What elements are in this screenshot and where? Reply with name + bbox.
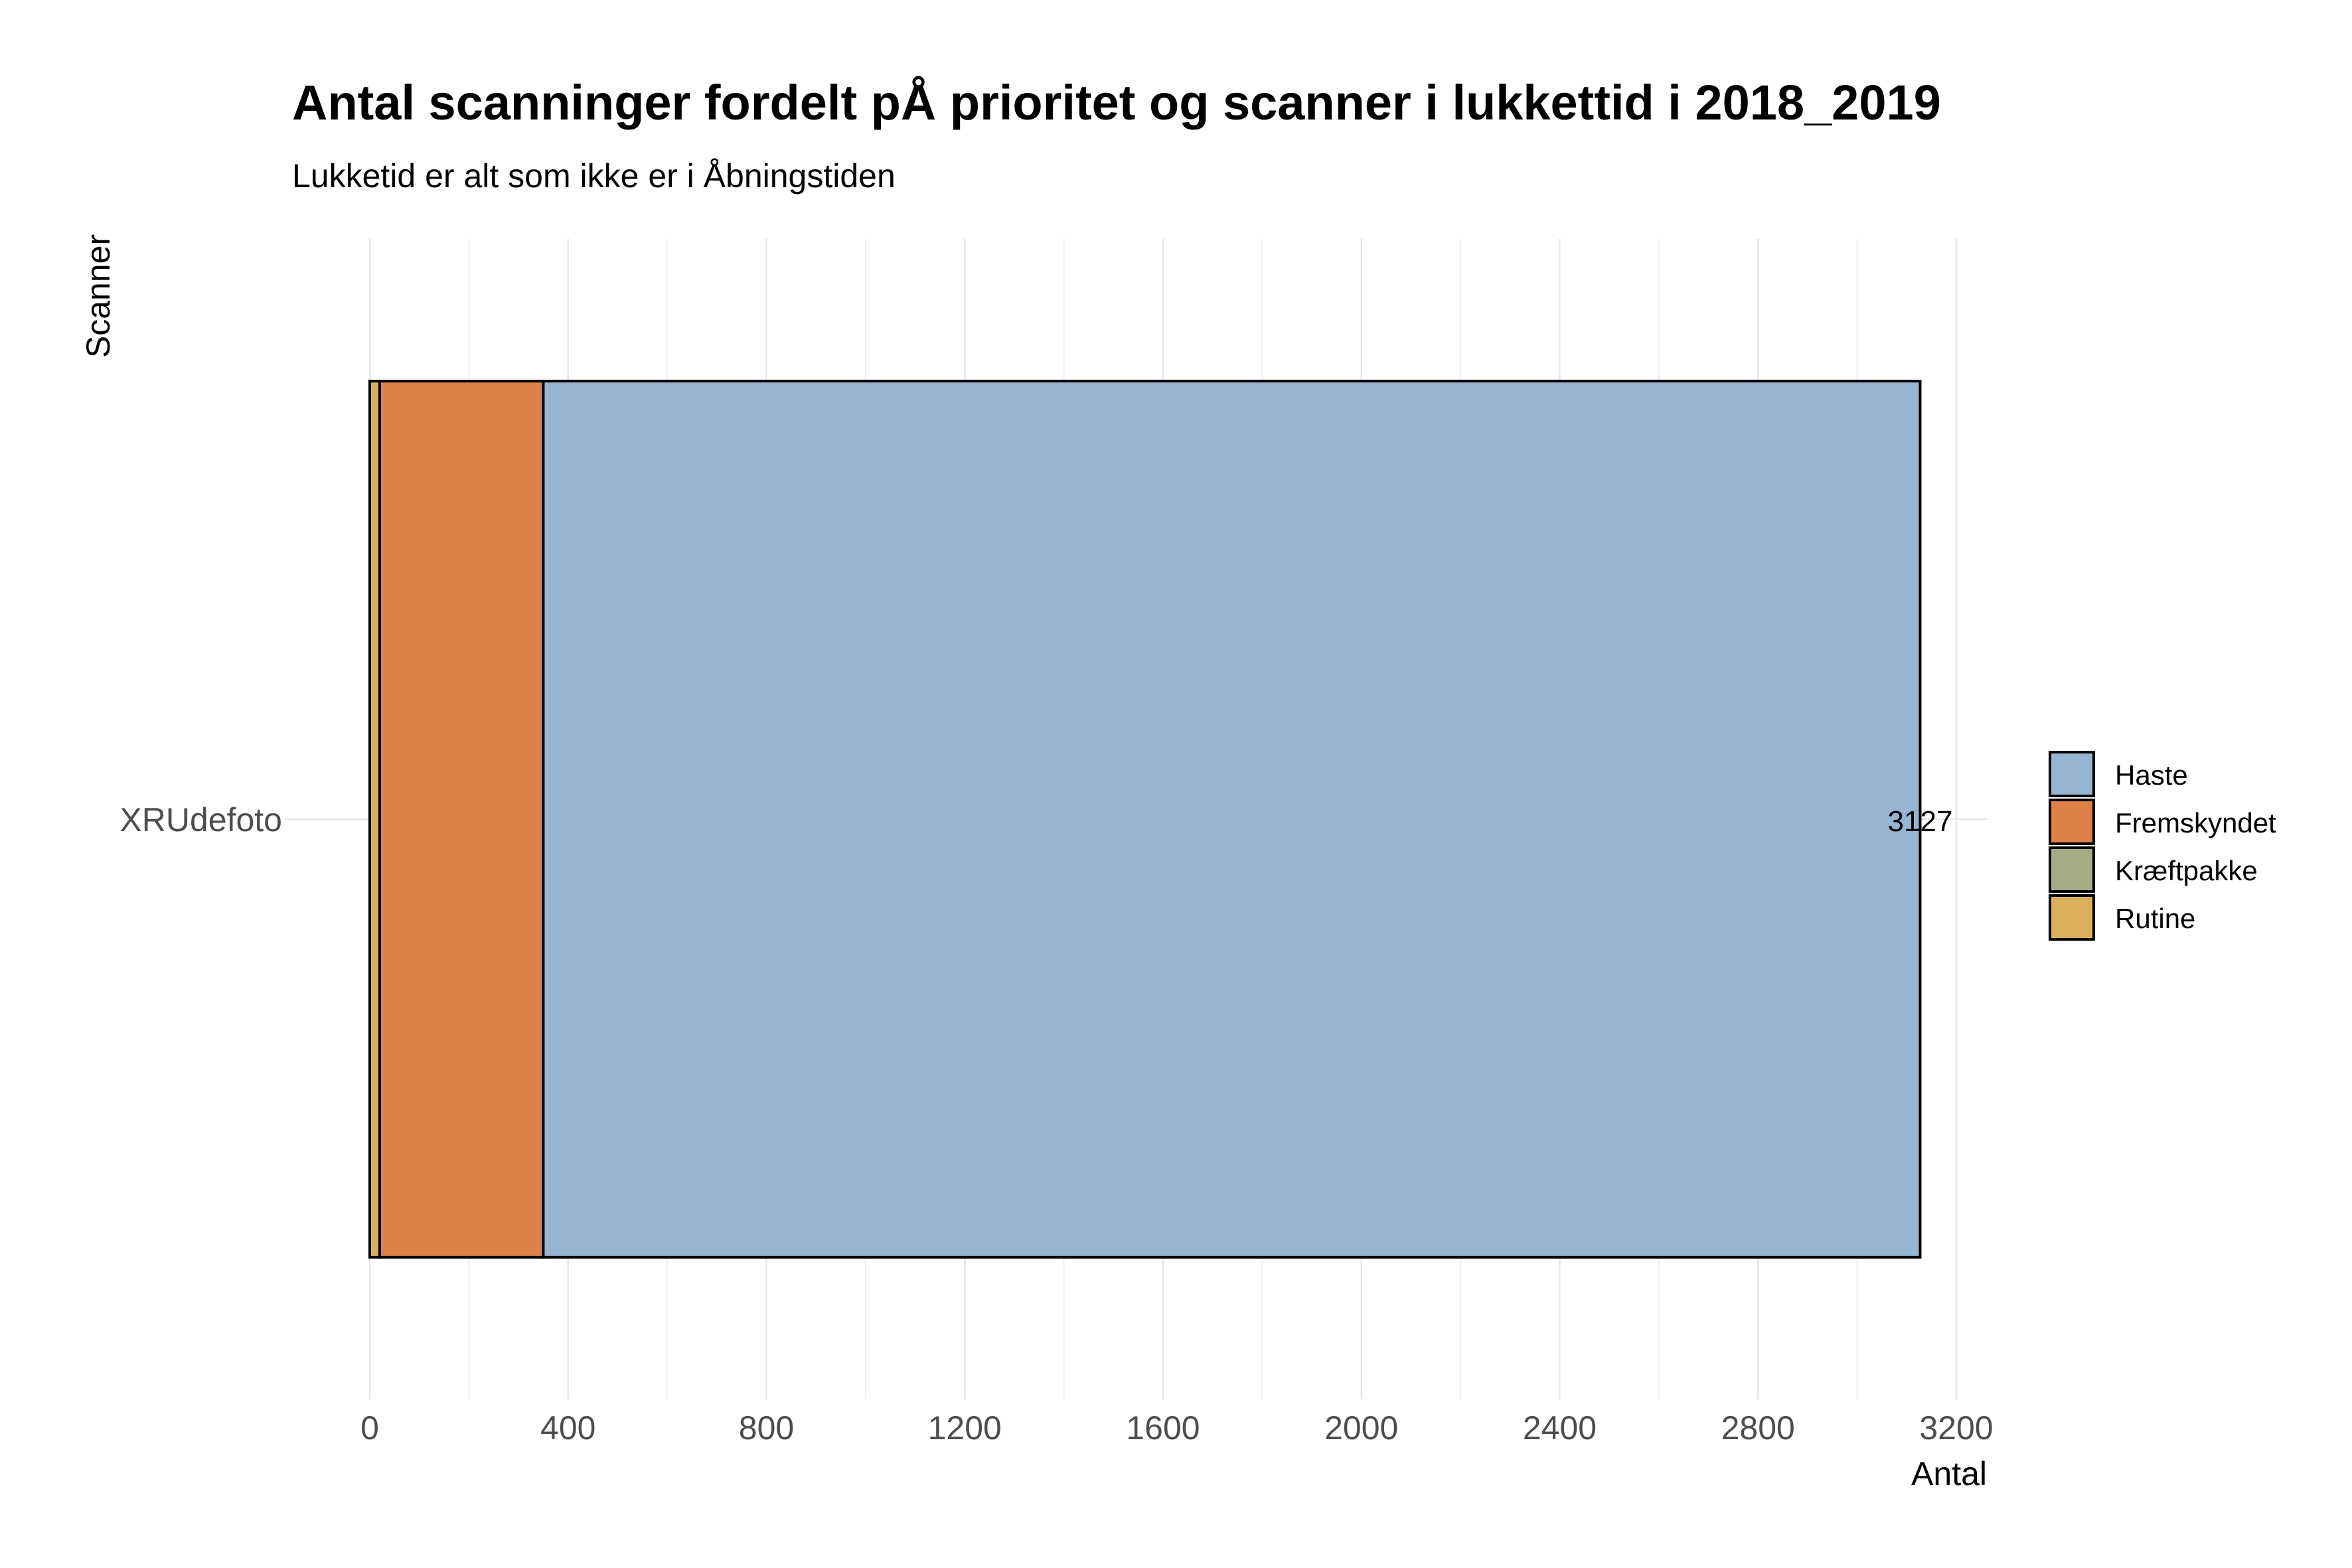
legend-key <box>2049 751 2095 797</box>
x-axis-title: Antal <box>1911 1455 1987 1492</box>
x-tick-label: 0 <box>360 1409 379 1447</box>
total-label: 3127 <box>1888 805 1953 838</box>
bar-segment-rutine <box>368 380 381 1259</box>
y-tick-label: XRUdefoto <box>119 801 282 838</box>
x-tick-label: 800 <box>739 1409 794 1447</box>
chart-title: Antal scanninger fordelt pÅ prioritet og… <box>292 75 1941 130</box>
legend-key <box>2049 894 2095 941</box>
x-tick-label: 1200 <box>928 1409 1002 1447</box>
bar-segment-haste <box>542 380 1922 1259</box>
legend-label: Rutine <box>2115 903 2195 934</box>
x-tick-label: 1600 <box>1126 1409 1200 1447</box>
legend-label: Haste <box>2115 759 2188 791</box>
chart-subtitle: Lukketid er alt som ikke er i Åbningstid… <box>292 157 896 195</box>
x-axis-ticks: 0 400 800 1200 1600 2000 2400 2800 3200 <box>360 1409 1994 1447</box>
x-tick-label: 2400 <box>1523 1409 1597 1447</box>
x-tick-label: 2000 <box>1324 1409 1398 1447</box>
x-tick-label: 3200 <box>1919 1409 1993 1447</box>
legend-label: Kræftpakke <box>2115 855 2258 886</box>
bar-segment-fremskyndet <box>378 380 545 1259</box>
legend-label: Fremskyndet <box>2115 807 2276 838</box>
x-tick-label: 2800 <box>1721 1409 1795 1447</box>
y-axis-ticks: XRUdefoto <box>119 801 282 838</box>
legend-key <box>2049 846 2095 893</box>
x-tick-label: 400 <box>540 1409 595 1447</box>
legend: Haste Fremskyndet Kræftpakke Rutine <box>2049 751 2276 941</box>
data-labels: 3127 <box>1888 805 1953 838</box>
y-axis-title: Scanner <box>80 234 117 358</box>
legend-key <box>2049 799 2095 845</box>
bars <box>368 380 1922 1259</box>
